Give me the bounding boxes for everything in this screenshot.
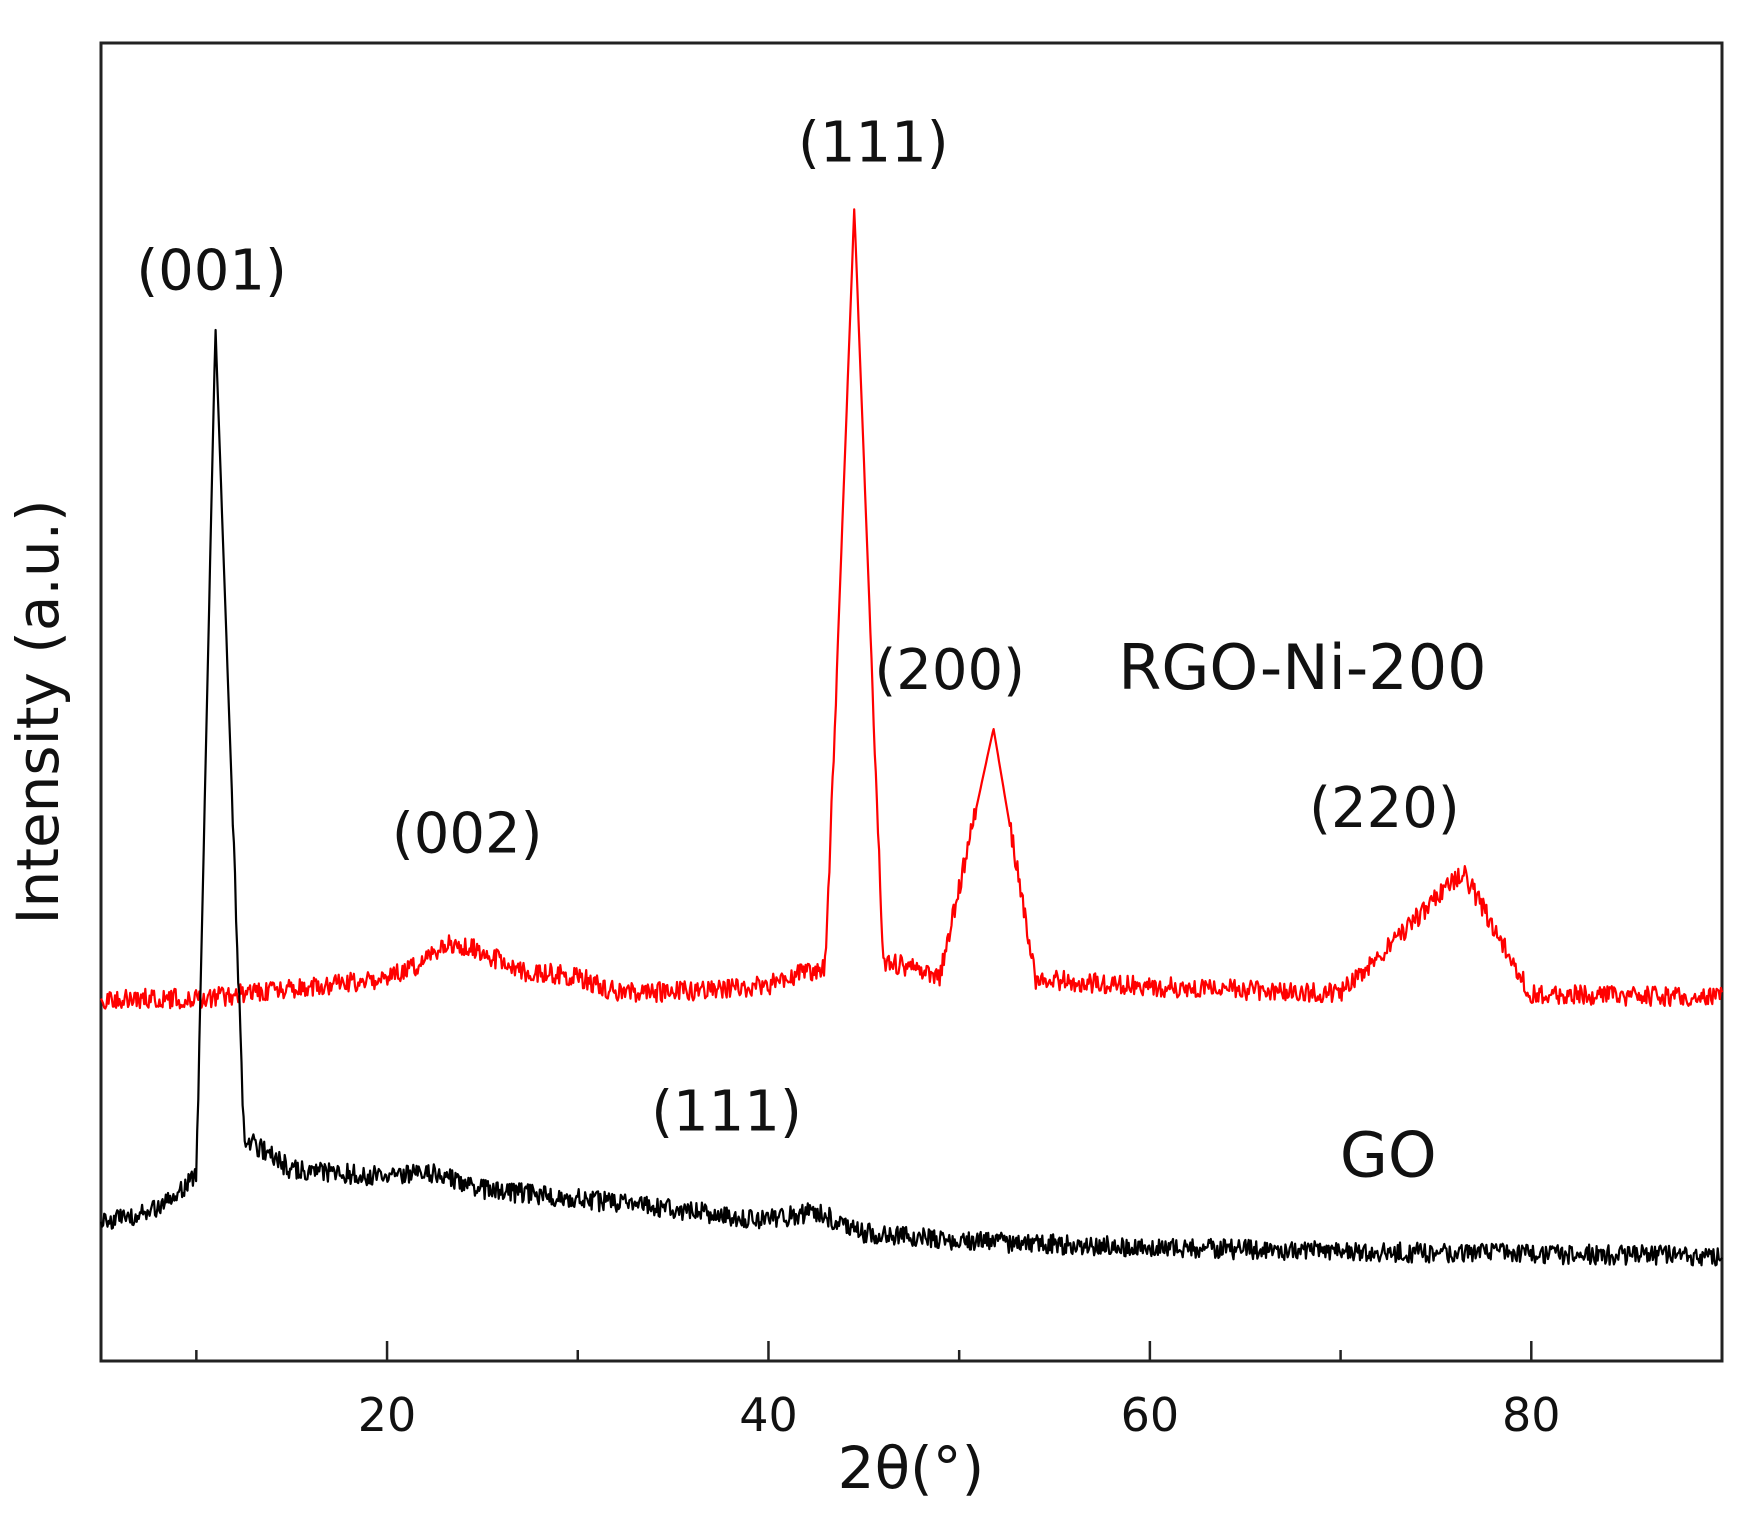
- y-axis-label: Intensity (a.u.): [4, 499, 72, 924]
- peak-label: (220): [1309, 776, 1460, 841]
- peak-label: (200): [874, 638, 1025, 703]
- series-line-rgo-ni-200: [100, 208, 1724, 1010]
- series-label: GO: [1340, 1118, 1437, 1191]
- peak-label: (111): [651, 1079, 802, 1144]
- series-line-go: [99, 328, 1723, 1267]
- peak-label: (001): [136, 238, 287, 303]
- x-tick-label: 60: [1121, 1388, 1180, 1442]
- series-label: RGO-Ni-200: [1118, 631, 1486, 704]
- peak-label: (111): [798, 111, 949, 176]
- peak-label: (002): [392, 801, 543, 866]
- series-layer: [99, 208, 1724, 1267]
- plot-frame: [99, 41, 1724, 1363]
- annotation-layer: (001) (111) (200) (002) (220) (111) RGO-Ni-200…: [136, 111, 1486, 1192]
- x-tick-label: 20: [358, 1388, 417, 1442]
- x-axis-ticks: 20 40 60 80: [195, 1341, 1724, 1442]
- x-tick-label: 40: [739, 1388, 798, 1442]
- x-tick-label: 80: [1502, 1388, 1561, 1442]
- x-axis-label: 2θ(°): [838, 1434, 985, 1502]
